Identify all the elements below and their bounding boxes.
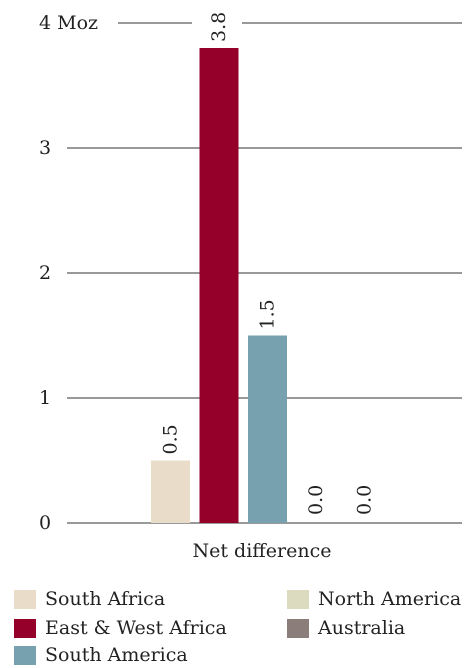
y-tick-label: 4 Moz xyxy=(39,12,98,34)
y-tick-label: 1 xyxy=(39,387,51,409)
legend-swatch xyxy=(14,618,36,638)
legend-label: South Africa xyxy=(45,588,166,610)
y-tick-label: 0 xyxy=(39,512,51,534)
legend-item: East & West Africa xyxy=(14,617,227,639)
legend-swatch xyxy=(287,589,309,609)
legend-label: South America xyxy=(45,644,188,666)
category-label: Net difference xyxy=(193,540,332,562)
bar xyxy=(248,335,287,523)
chart-legend: South Africa East & West Africa South Amer… xyxy=(14,588,469,668)
data-label: 0.0 xyxy=(354,485,376,515)
data-label: 3.8 xyxy=(208,12,230,42)
legend-item: South America xyxy=(14,644,188,666)
y-tick-label: 2 xyxy=(39,262,51,284)
legend-item: South Africa xyxy=(14,588,165,610)
bar-chart: 0 1 2 3 4 Moz 0.5 3.8 1.5 0.0 0.0 Net difference xyxy=(39,12,462,562)
y-tick-label: 3 xyxy=(39,137,51,159)
bar xyxy=(199,48,239,523)
legend-label: Australia xyxy=(318,617,406,639)
legend-swatch xyxy=(14,589,36,609)
legend-label: North America xyxy=(318,588,462,610)
legend-item: Australia xyxy=(287,617,405,639)
data-label: 1.5 xyxy=(257,299,279,329)
legend-item: North America xyxy=(287,588,461,610)
legend-label: East & West Africa xyxy=(45,617,227,639)
legend-swatch xyxy=(287,618,309,638)
data-label: 0.0 xyxy=(305,485,327,515)
bar xyxy=(151,460,190,523)
legend-swatch xyxy=(14,645,36,665)
data-label: 0.5 xyxy=(160,424,182,454)
